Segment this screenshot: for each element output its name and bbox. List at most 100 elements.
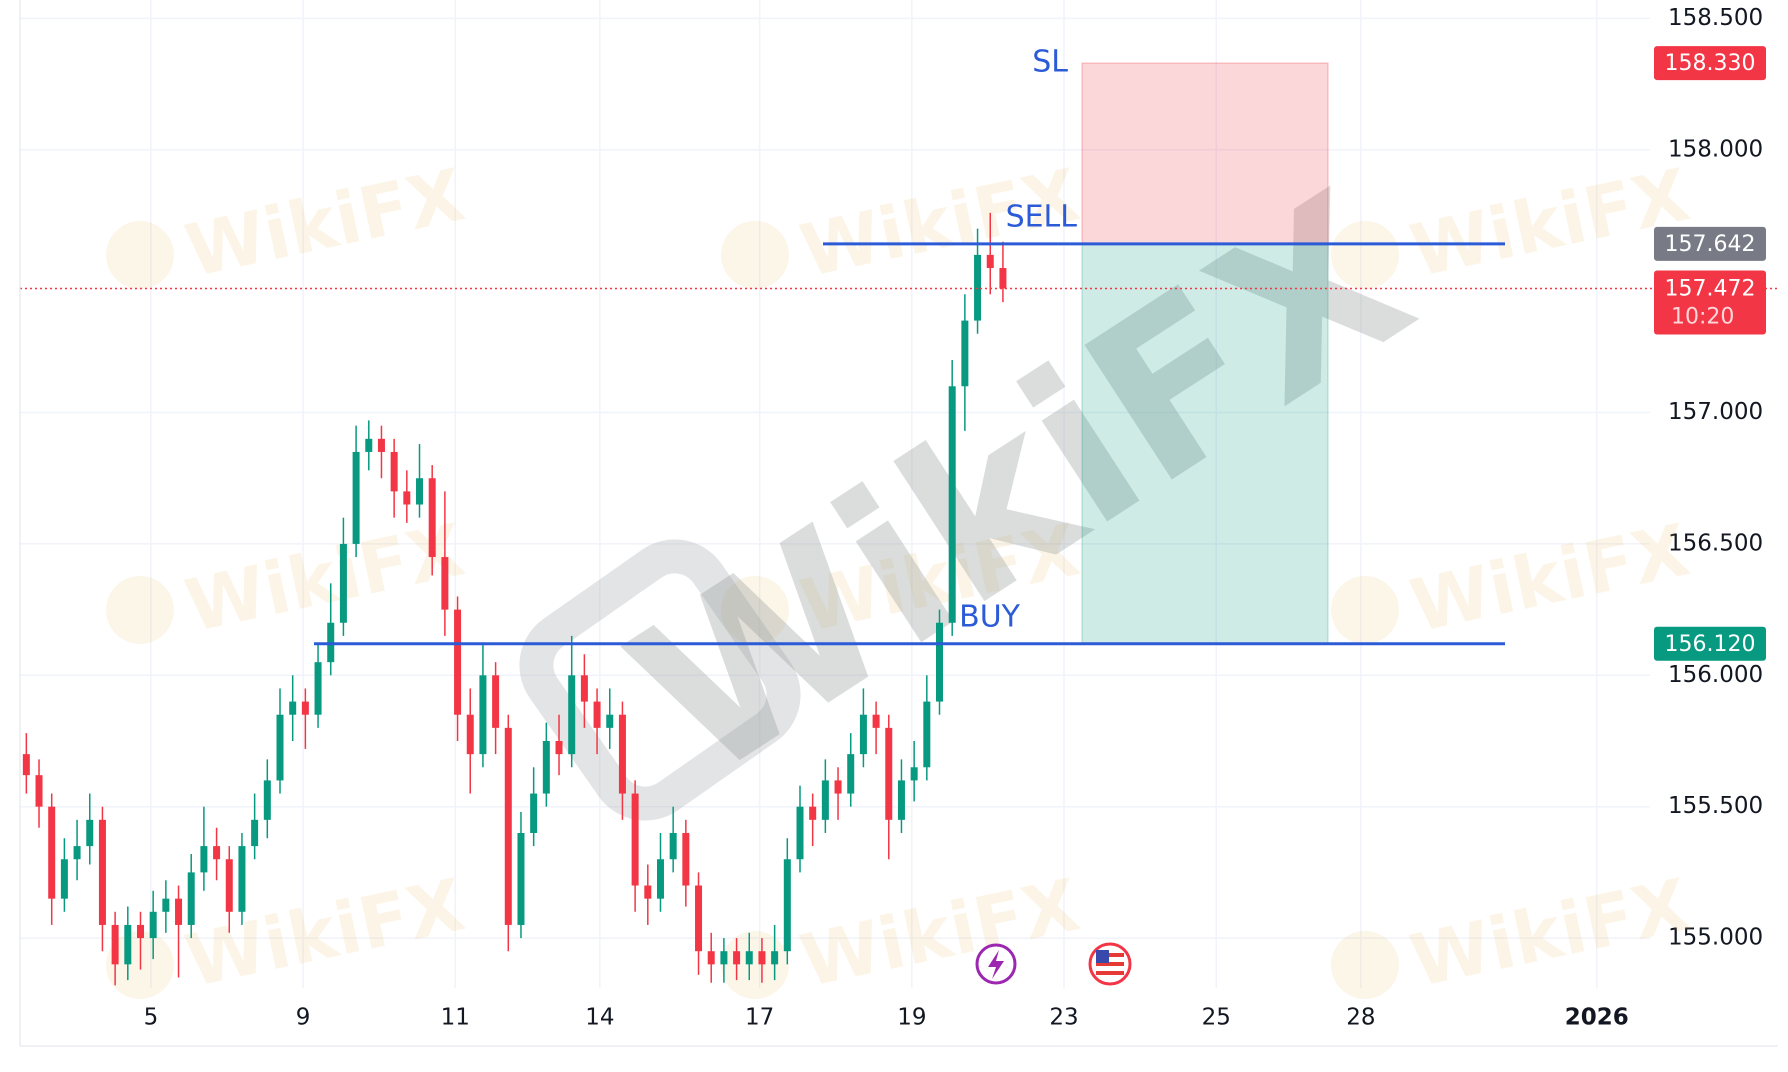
candle-body (136, 924, 144, 939)
x-tick-label: 9 (296, 1005, 311, 1031)
candle-body (200, 846, 208, 873)
candle-body (834, 780, 842, 794)
candle-body (124, 924, 132, 965)
candle-body (580, 675, 588, 702)
watermark-logo (1331, 931, 1399, 999)
candle-body (999, 268, 1007, 289)
watermark-logo (519, 539, 801, 821)
candle-body (923, 701, 931, 768)
candle-body (948, 386, 956, 623)
lightning (988, 950, 1004, 979)
candle-body (60, 859, 68, 899)
candle-body (745, 951, 753, 965)
price-badge-label: 156.120 (1665, 632, 1756, 657)
price-badge (1654, 46, 1766, 81)
y-tick-label: 155.000 (1668, 925, 1763, 951)
candle-body (758, 951, 766, 965)
candle-body (809, 806, 817, 820)
y-tick-label: 158.500 (1668, 5, 1763, 31)
last-price-badge (1654, 270, 1766, 335)
y-tick-label: 156.500 (1668, 530, 1763, 556)
x-tick-label: 5 (144, 1005, 159, 1031)
candle-body (454, 609, 462, 715)
price-badge (1654, 626, 1766, 661)
position-boxes (1081, 62, 1329, 645)
candle-body (339, 543, 347, 623)
event-icon[interactable] (975, 943, 1017, 985)
candle-body (73, 846, 81, 860)
last-price-label: 157.472 (1665, 277, 1756, 302)
watermark-logo (1331, 576, 1399, 644)
price-badge-label: 158.330 (1665, 51, 1756, 76)
candle-body (695, 885, 703, 952)
grid: 155.000 155.500 156.000 156.500 157.000 158.0… (20, 0, 1763, 1031)
watermark-logo (721, 931, 789, 999)
candle-body (821, 780, 829, 820)
x-tick-label: 28 (1346, 1005, 1375, 1031)
candle-body (428, 478, 436, 558)
candle-body (492, 675, 500, 728)
candle-body (847, 754, 855, 794)
flag-stripe (1096, 962, 1124, 966)
candle-body (910, 767, 918, 781)
candle-body (403, 491, 411, 505)
candle-body (961, 320, 969, 387)
candle-body (238, 846, 246, 912)
x-tick-label: 17 (745, 1005, 774, 1031)
candle-body (479, 675, 487, 755)
candle-body (441, 557, 449, 610)
candle-body (656, 859, 664, 899)
watermark-logo (106, 221, 174, 289)
candle-body (530, 793, 538, 833)
candle-body (974, 254, 982, 321)
candle-body (111, 924, 119, 965)
candle-body (187, 872, 195, 925)
candle-body (251, 819, 259, 847)
y-tick-label: 157.000 (1668, 399, 1763, 425)
candle-body (872, 714, 880, 728)
x-tick-label: 25 (1202, 1005, 1231, 1031)
level-name: SELL (1006, 199, 1078, 234)
candle-body (986, 254, 994, 269)
candle-body (796, 806, 804, 860)
x-tick-label: 11 (441, 1005, 470, 1031)
x-tick-label: 23 (1049, 1005, 1078, 1031)
candle-body (22, 754, 30, 776)
candle-body (936, 622, 944, 702)
x-tick-label: 19 (897, 1005, 926, 1031)
candle-body (377, 438, 385, 452)
candle-body (897, 780, 905, 820)
candle-body (859, 714, 867, 755)
candle-body (618, 714, 626, 794)
level-name: SL (1032, 45, 1068, 80)
candle-body (98, 819, 106, 925)
candle-body (593, 701, 601, 728)
price-badge-label: 157.642 (1665, 232, 1756, 257)
watermark-logo (106, 576, 174, 644)
candle-body (733, 951, 741, 965)
candle-body (390, 451, 398, 492)
candle-body (504, 727, 512, 925)
x-tick-label: 2026 (1565, 1005, 1629, 1031)
level-name: BUY (959, 599, 1021, 634)
candle-body (707, 951, 715, 965)
candle-body (644, 885, 652, 899)
candle-body (35, 775, 43, 807)
flag-stripe (1096, 971, 1124, 975)
flag-stripe (1096, 953, 1124, 957)
candle-body (301, 701, 309, 715)
overlays: SL SELL BUY 158.330 157.642 156.120 157.472 10:… (20, 45, 1778, 661)
flag-icon[interactable] (1088, 942, 1132, 986)
y-tick-label: 156.000 (1668, 662, 1763, 688)
candle-body (86, 819, 94, 847)
candle-body (352, 451, 360, 544)
candle-body (365, 438, 373, 452)
price-badge (1654, 226, 1766, 261)
candle-body (48, 806, 56, 899)
candle-body (568, 675, 576, 755)
y-tick-label: 158.000 (1668, 136, 1763, 162)
candle-body (162, 898, 170, 912)
